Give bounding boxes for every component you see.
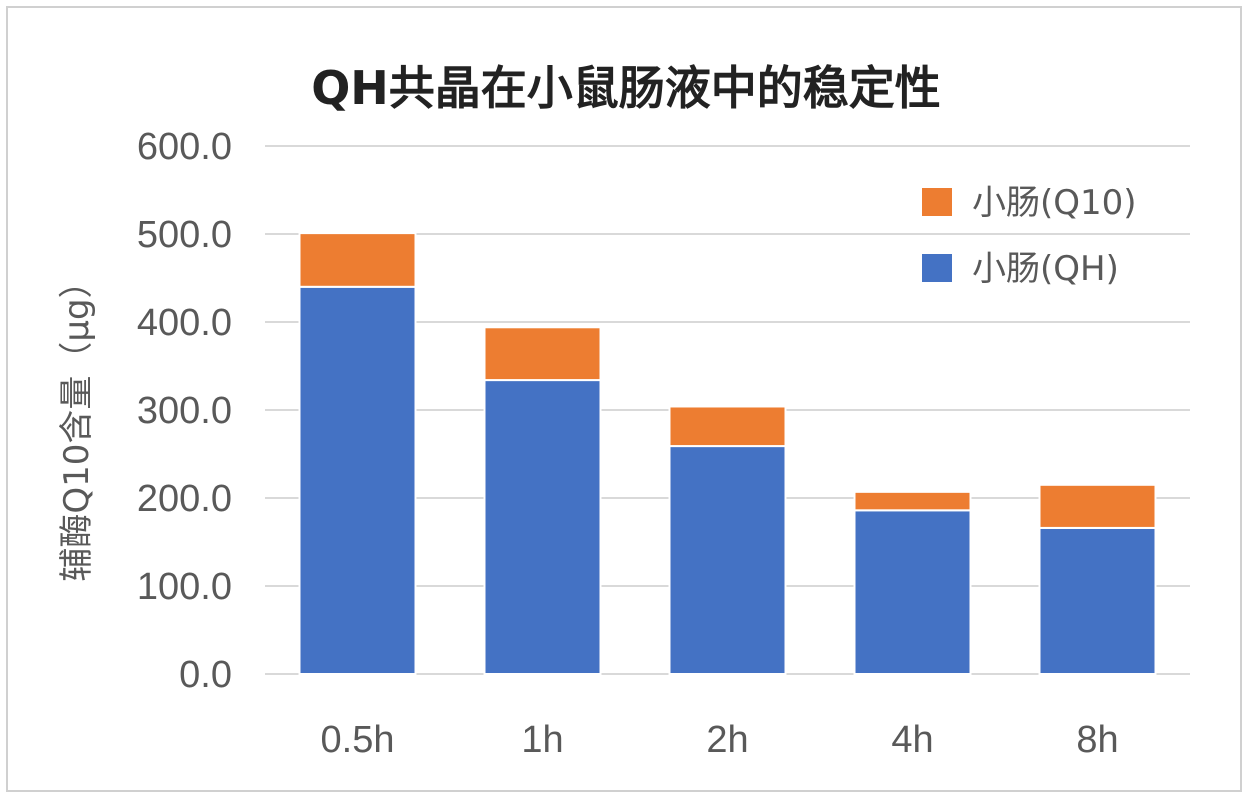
bar-8h-series-1 [1038, 483, 1157, 529]
bar-8h-series-0 [1038, 526, 1157, 675]
y-tick-label: 500.0 [137, 214, 232, 256]
x-axis-ticks: 0.5h 1h 2h 4h 8h [321, 719, 1119, 761]
chart-title: QH共晶在小鼠肠液中的稳定性 [311, 61, 941, 115]
legend-label: 小肠(Q10) [972, 183, 1137, 223]
y-axis-label: 辅酶Q10含量（μg） [57, 264, 97, 581]
bar-1h-series-1 [483, 326, 602, 382]
y-tick-label: 300.0 [137, 390, 232, 432]
bar-4h-series-1 [853, 490, 972, 512]
y-tick-label: 200.0 [137, 478, 232, 520]
bar-1h-series-0 [483, 379, 602, 675]
bar-2h-series-0 [668, 445, 787, 675]
x-tick-label: 2h [706, 719, 748, 761]
legend-label: 小肠(QH) [972, 249, 1119, 289]
x-tick-label: 8h [1076, 719, 1118, 761]
y-tick-label: 0.0 [179, 654, 232, 696]
y-tick-label: 600.0 [137, 126, 232, 168]
bar-4h-series-0 [853, 509, 972, 675]
x-tick-label: 1h [521, 719, 563, 761]
legend-swatch [922, 188, 952, 216]
legend: 小肠(Q10) 小肠(QH) [922, 183, 1137, 289]
y-tick-label: 400.0 [137, 302, 232, 344]
chart-frame [6, 6, 1242, 792]
bar-0.5h-series-0 [298, 285, 417, 675]
bar-0.5h-series-1 [298, 232, 417, 288]
y-axis-ticks: 0.0 100.0 200.0 300.0 400.0 500.0 600.0 [137, 126, 232, 696]
x-tick-label: 0.5h [321, 719, 395, 761]
gridlines [265, 145, 1190, 675]
y-tick-label: 100.0 [137, 566, 232, 608]
legend-swatch [922, 254, 952, 282]
bar-2h-series-1 [668, 405, 787, 448]
bars [298, 232, 1157, 675]
x-tick-label: 4h [891, 719, 933, 761]
